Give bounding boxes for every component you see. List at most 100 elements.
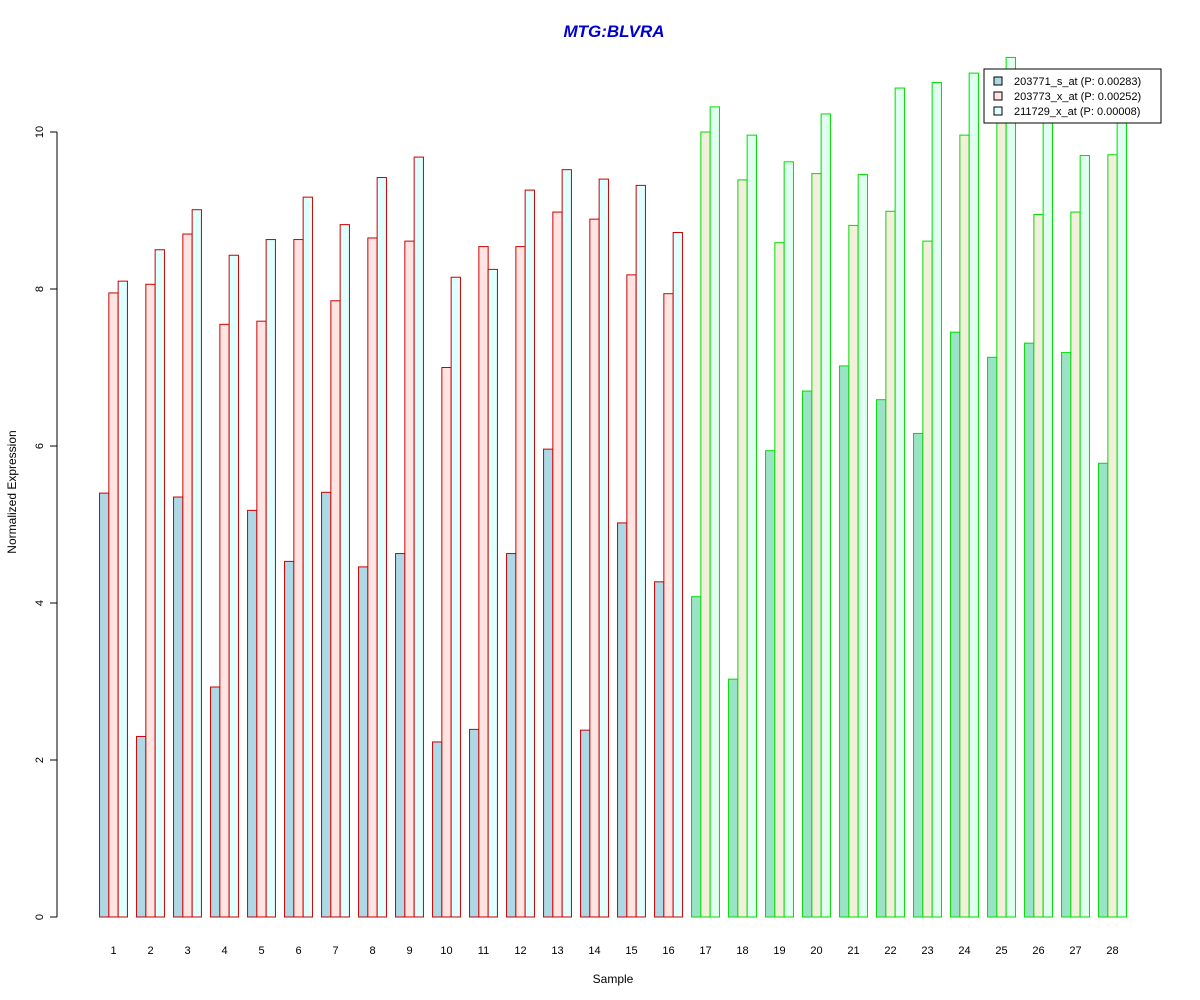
y-tick-label: 6 [34, 443, 46, 449]
bar-s1-sample-10 [432, 741, 443, 918]
bar-s3-sample-18 [746, 134, 757, 918]
bar-s1-sample-12 [506, 553, 517, 918]
bar-s3-sample-23 [931, 82, 942, 918]
x-tick-label: 5 [258, 945, 264, 957]
bar-s3-sample-26 [1042, 115, 1053, 918]
x-tick-label: 3 [184, 945, 190, 957]
bar-s3-sample-2 [154, 249, 165, 918]
bar-s1-sample-11 [469, 728, 480, 918]
legend-swatch [993, 76, 1003, 86]
x-tick-label: 28 [1106, 945, 1118, 957]
chart-title: MTG:BLVRA [563, 22, 664, 41]
x-tick-label: 26 [1032, 945, 1044, 957]
x-tick-label: 24 [958, 945, 970, 957]
bar-s3-sample-12 [524, 189, 535, 918]
x-tick-label: 14 [588, 945, 600, 957]
bar-s1-sample-25 [987, 356, 998, 918]
x-tick-label: 7 [332, 945, 338, 957]
bar-s2-sample-9 [404, 240, 415, 918]
bar-s3-sample-20 [820, 113, 831, 918]
bar-s3-sample-3 [191, 209, 202, 918]
bar-s2-sample-23 [922, 240, 933, 918]
bar-s1-sample-2 [136, 735, 147, 918]
bar-s1-sample-22 [876, 399, 887, 918]
bar-s2-sample-2 [145, 283, 156, 918]
y-tick-label: 10 [34, 126, 46, 138]
bar-s3-sample-10 [450, 276, 461, 918]
bar-s1-sample-8 [358, 566, 369, 918]
x-tick-label: 11 [478, 945, 489, 957]
x-tick-label: 6 [295, 945, 301, 957]
y-tick-label: 8 [34, 286, 46, 292]
bar-s1-sample-18 [728, 678, 739, 918]
x-tick-label: 19 [773, 945, 785, 957]
bar-s1-sample-27 [1061, 352, 1072, 918]
bar-s1-sample-3 [173, 496, 184, 918]
bar-s3-sample-21 [857, 173, 868, 918]
x-tick-label: 9 [406, 945, 412, 957]
bar-s3-sample-4 [228, 254, 239, 918]
bar-s3-sample-28 [1116, 107, 1127, 918]
bar-s1-sample-26 [1024, 342, 1035, 918]
bar-s1-sample-9 [395, 553, 406, 918]
bar-s3-sample-25 [1005, 56, 1016, 918]
bar-s3-sample-14 [598, 178, 609, 918]
legend-swatch [993, 106, 1003, 116]
x-tick-label: 25 [995, 945, 1007, 957]
bar-s2-sample-16 [663, 293, 674, 918]
y-axis-label: Normalized Expression [5, 430, 19, 553]
bar-s2-sample-10 [441, 367, 452, 918]
bar-s3-sample-15 [635, 184, 646, 918]
bar-s1-sample-28 [1098, 462, 1109, 918]
bar-s3-sample-1 [117, 280, 128, 918]
x-tick-label: 12 [514, 945, 526, 957]
x-tick-label: 10 [440, 945, 452, 957]
legend-label: 211729_x_at (P: 0.00008) [1014, 106, 1140, 118]
bar-s1-sample-5 [247, 509, 258, 918]
bar-s2-sample-13 [552, 211, 563, 918]
x-tick-label: 8 [369, 945, 375, 957]
bar-s3-sample-16 [672, 231, 683, 918]
bar-s2-sample-7 [330, 300, 341, 918]
bar-s1-sample-23 [913, 432, 924, 918]
legend-swatch [993, 91, 1003, 101]
bar-s1-sample-4 [210, 686, 221, 918]
y-tick-label: 4 [34, 600, 46, 606]
bar-s1-sample-17 [691, 596, 702, 918]
x-axis-label: Sample [593, 972, 634, 986]
x-tick-label: 22 [884, 945, 896, 957]
bar-s3-sample-19 [783, 161, 794, 918]
bar-s3-sample-6 [302, 196, 313, 918]
legend-label: 203771_s_at (P: 0.00283) [1014, 76, 1141, 88]
x-tick-label: 15 [625, 945, 637, 957]
bar-s3-sample-9 [413, 156, 424, 918]
bar-s1-sample-15 [617, 522, 628, 918]
x-tick-label: 20 [810, 945, 822, 957]
bar-s3-sample-11 [487, 268, 498, 918]
bar-s1-sample-20 [802, 390, 813, 918]
bar-s2-sample-21 [848, 224, 859, 918]
bar-s2-sample-1 [108, 292, 119, 918]
bar-s1-sample-7 [321, 491, 332, 918]
bar-s3-sample-24 [968, 72, 979, 918]
legend-label: 203773_x_at (P: 0.00252) [1014, 91, 1141, 103]
x-tick-label: 16 [662, 945, 674, 957]
bar-s1-sample-13 [543, 448, 554, 918]
y-tick-label: 0 [34, 914, 46, 920]
legend-box [983, 68, 1162, 124]
bar-s2-sample-3 [182, 233, 193, 918]
bar-s2-sample-25 [996, 109, 1007, 918]
bar-s2-sample-20 [811, 173, 822, 918]
legend: 203771_s_at (P: 0.00283) 203773_x_at (P: … [983, 68, 1162, 124]
bar-s2-sample-18 [737, 179, 748, 918]
bar-s2-sample-6 [293, 239, 304, 918]
x-tick-label: 17 [699, 945, 711, 957]
bar-s1-sample-21 [839, 365, 850, 918]
bar-s2-sample-8 [367, 237, 378, 918]
bar-s3-sample-7 [339, 224, 350, 918]
bar-s2-sample-19 [774, 242, 785, 918]
bar-s2-sample-15 [626, 274, 637, 918]
bars [99, 56, 1127, 918]
bar-s1-sample-24 [950, 331, 961, 918]
